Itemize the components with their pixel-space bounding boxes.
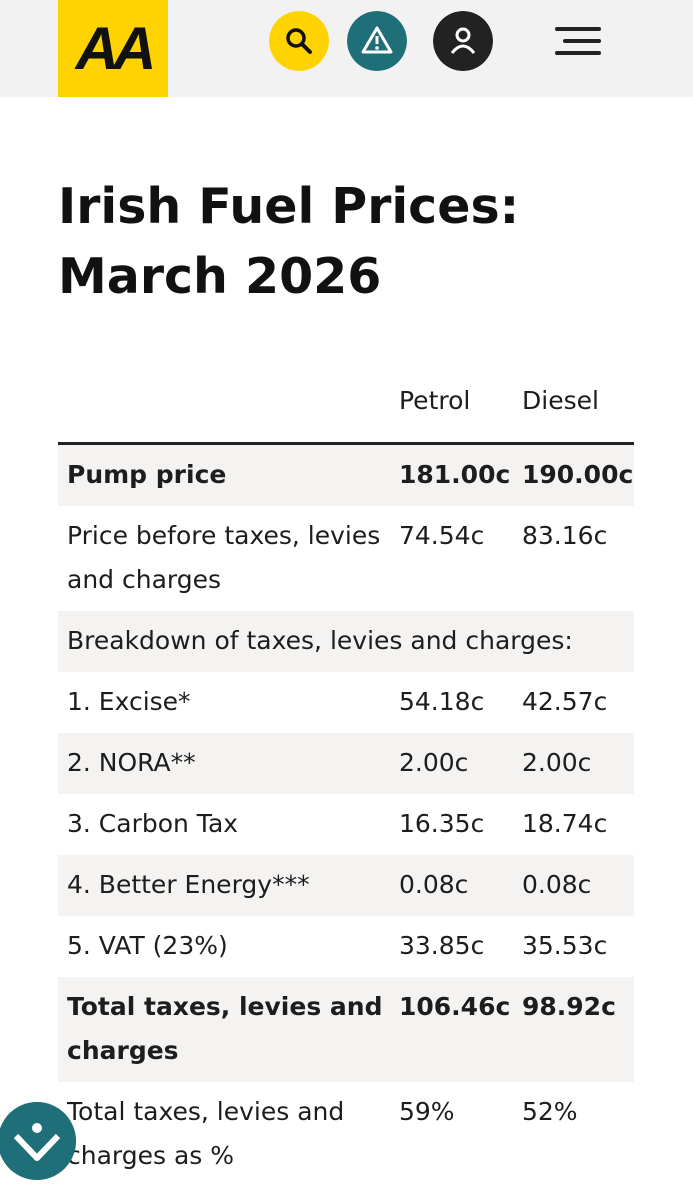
table-row: Breakdown of taxes, levies and charges: — [58, 611, 634, 672]
header-row: Petrol Diesel — [58, 376, 634, 445]
diesel-cell: 2.00c — [522, 748, 592, 777]
row-label: 2. NORA** — [67, 748, 196, 777]
diesel-cell: 0.08c — [522, 870, 592, 899]
row-label: Pump price — [67, 460, 227, 489]
diesel-cell: 83.16c — [522, 521, 608, 550]
table-row: 5. VAT (23%) 33.85c 35.53c — [58, 916, 634, 977]
petrol-cell: 74.54c — [399, 521, 485, 550]
table-row: 4. Better Energy*** 0.08c 0.08c — [58, 855, 634, 916]
petrol-cell: 106.46c — [399, 992, 511, 1021]
section-label: Breakdown of taxes, levies and charges: — [67, 626, 573, 655]
page-title: Irish Fuel Prices: March 2026 — [58, 178, 520, 305]
traffic-alert-button[interactable] — [347, 11, 407, 71]
search-button[interactable] — [269, 11, 329, 71]
table-row: 2. NORA** 2.00c 2.00c — [58, 733, 634, 794]
header-cell — [58, 376, 399, 445]
table-row: Pump price 181.00c 190.00c — [58, 443, 634, 506]
table-row: 3. Carbon Tax 16.35c 18.74c — [58, 794, 634, 855]
menu-button[interactable] — [555, 25, 601, 57]
table-row: Total taxes, levies and charges as % 59% 5… — [58, 1082, 634, 1187]
petrol-cell: 0.08c — [399, 870, 469, 899]
row-label: 1. Excise* — [67, 687, 191, 716]
column-header: Diesel — [522, 376, 634, 445]
table-row: 1. Excise* 54.18c 42.57c — [58, 672, 634, 733]
diesel-cell: 42.57c — [522, 687, 608, 716]
accessibility-button[interactable] — [0, 1102, 76, 1180]
diesel-cell: 52% — [522, 1097, 578, 1126]
column-header: Petrol — [399, 376, 522, 445]
petrol-cell: 2.00c — [399, 748, 469, 777]
row-label: Price before taxes, levies and charges — [67, 521, 381, 594]
top-bar: AA — [0, 0, 693, 97]
row-label: Total taxes, levies and charges — [67, 992, 383, 1065]
table-body: Pump price 181.00c 190.00c Price before tax… — [58, 443, 634, 1188]
petrol-cell: 59% — [399, 1097, 455, 1126]
diesel-cell: 35.53c — [522, 931, 608, 960]
petrol-cell: 33.85c — [399, 931, 485, 960]
petrol-cell: 16.35c — [399, 809, 485, 838]
row-label: 4. Better Energy*** — [67, 870, 310, 899]
diesel-cell: 98.92c — [522, 992, 616, 1021]
row-label: 3. Carbon Tax — [67, 809, 239, 838]
logo[interactable]: AA — [58, 0, 168, 97]
table-row: Price before taxes, levies and charges 74… — [58, 506, 634, 611]
account-button[interactable] — [433, 11, 493, 71]
petrol-cell: 181.00c — [399, 460, 511, 489]
row-label: 5. VAT (23%) — [67, 931, 228, 960]
petrol-cell: 54.18c — [399, 687, 485, 716]
fuel-price-table: Petrol Diesel Pump price 181.00c 190.00c Pr… — [58, 376, 634, 1187]
row-label: Total taxes, levies and charges as % — [67, 1097, 345, 1170]
diesel-cell: 190.00c — [522, 460, 634, 489]
table-row: Total taxes, levies and charges 106.46c 98… — [58, 977, 634, 1082]
diesel-cell: 18.74c — [522, 809, 608, 838]
